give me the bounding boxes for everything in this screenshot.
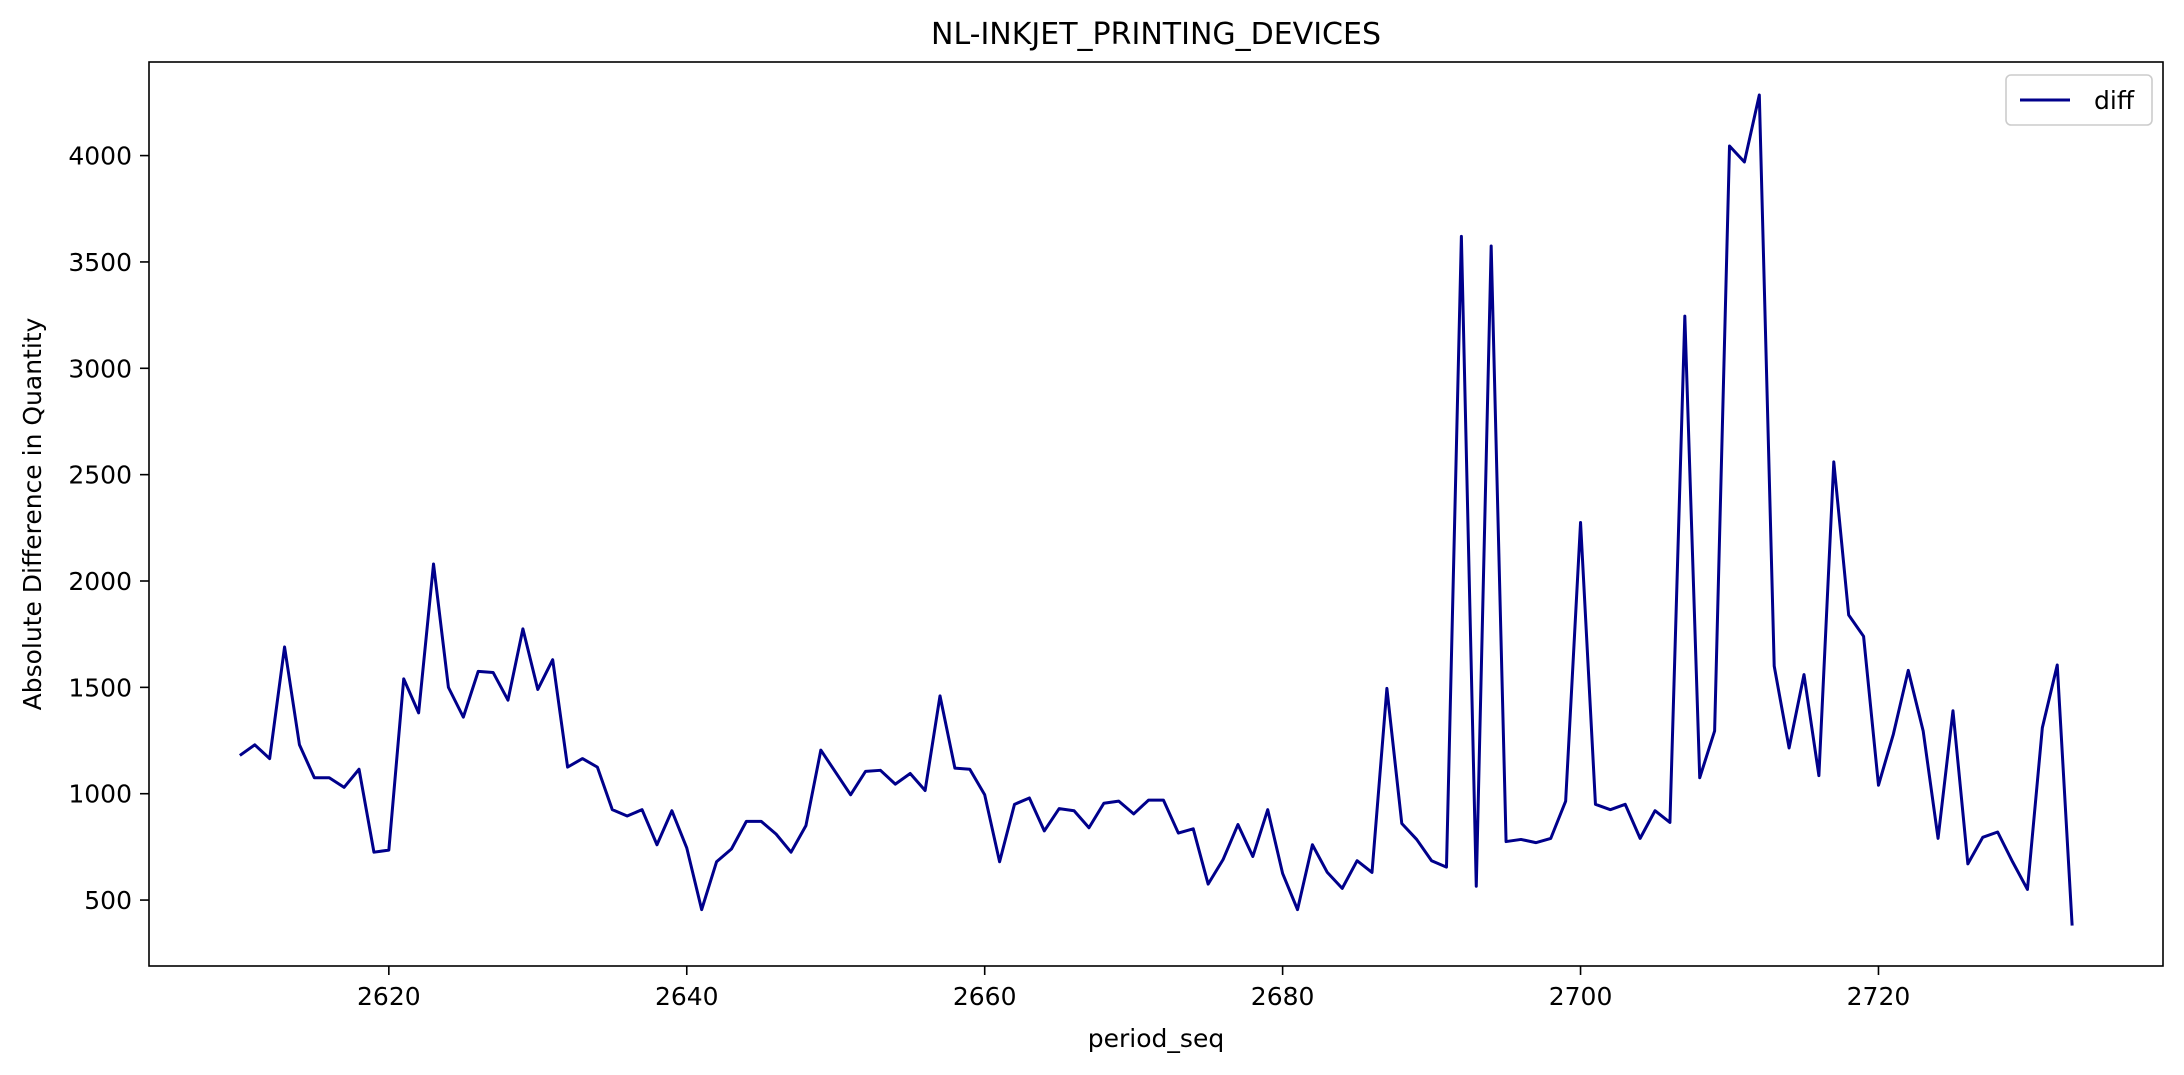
legend-label: diff [2094,86,2135,115]
x-axis: 2620 2640 2660 2680 2700 2720 [357,966,1910,1011]
x-tick-label: 2660 [953,982,1017,1011]
y-tick-label: 4000 [68,142,132,171]
y-tick-label: 1000 [68,780,132,809]
x-tick-label: 2700 [1549,982,1613,1011]
y-tick-label: 3500 [68,248,132,277]
y-tick-label: 3000 [68,354,132,383]
x-axis-label: period_seq [1088,1024,1224,1053]
plot-area-frame [148,61,2164,967]
y-tick-label: 2000 [68,567,132,596]
y-axis: 500 1000 1500 2000 2500 3000 3500 4000 [68,142,149,915]
x-tick-label: 2720 [1847,982,1911,1011]
x-tick-label: 2620 [357,982,421,1011]
y-tick-label: 1500 [68,673,132,702]
legend-box [2005,74,2153,126]
chart-title: NL-INKJET_PRINTING_DEVICES [931,17,1381,52]
y-tick-label: 500 [84,886,132,915]
series-line-diff [238,93,2074,926]
series-layer [238,93,2074,926]
y-axis-label: Absolute Difference in Quantity [18,317,47,710]
legend: diff [2005,74,2153,126]
x-tick-label: 2640 [655,982,719,1011]
y-tick-label: 2500 [68,461,132,490]
x-tick-label: 2680 [1251,982,1315,1011]
